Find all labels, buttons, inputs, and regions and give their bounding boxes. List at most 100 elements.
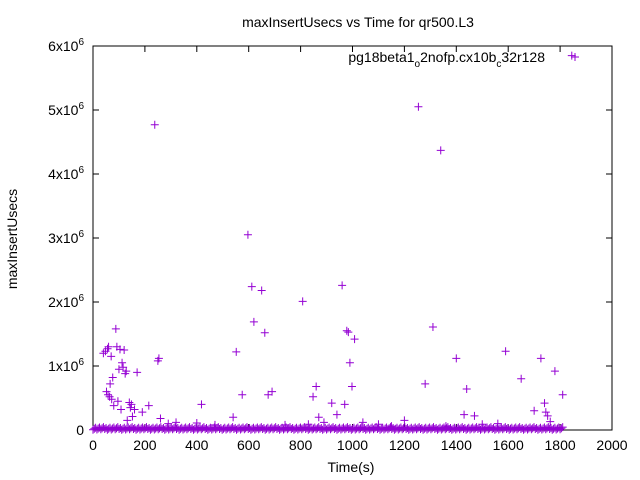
x-axis-ticks: 0 200 400 600 800 1000 1200 1400 1600 1800 2000: [89, 46, 628, 453]
data-point: [558, 390, 567, 399]
y-tick-label: 4x106: [48, 165, 84, 182]
data-point: [436, 146, 445, 155]
data-point: [338, 281, 347, 290]
data-point: [154, 354, 163, 363]
data-point: [144, 401, 153, 410]
data-point: [517, 374, 526, 383]
y-tick-label: 0: [76, 422, 84, 438]
legend: pg18beta1o2nofp.cx10bc32r128: [348, 49, 579, 70]
y-axis-ticks: 0 1x106 2x106 3x106 4x106 5x106 6x106: [48, 37, 612, 438]
legend-marker: [571, 53, 579, 61]
data-point: [130, 405, 139, 414]
data-point: [298, 297, 307, 306]
y-tick-label: 3x106: [48, 229, 84, 246]
data-point: [107, 395, 116, 404]
y-tick-label: 6x106: [48, 37, 84, 54]
data-point: [247, 282, 256, 291]
data-point: [109, 401, 118, 410]
x-tick-label: 600: [237, 437, 261, 453]
data-point: [229, 413, 238, 422]
data-point: [264, 390, 273, 399]
data-point: [536, 354, 545, 363]
data-point: [192, 418, 201, 427]
data-point: [108, 373, 117, 382]
y-axis-label: maxInsertUsecs: [4, 189, 20, 289]
x-tick-label: 800: [289, 437, 313, 453]
data-point: [501, 347, 510, 356]
data-point: [115, 345, 124, 354]
legend-label: pg18beta1o2nofp.cx10bc32r128: [348, 49, 545, 70]
x-tick-label: 200: [133, 437, 157, 453]
data-point: [249, 317, 258, 326]
data-point: [540, 399, 549, 408]
data-point: [400, 416, 409, 425]
chart-title: maxInsertUsecs vs Time for qr500.L3: [242, 14, 474, 30]
data-point: [99, 349, 108, 358]
data-point: [314, 413, 323, 422]
x-tick-label: 1800: [545, 437, 576, 453]
data-point: [102, 387, 111, 396]
data-point: [123, 416, 132, 425]
baseline-band: [93, 427, 563, 430]
x-axis-label: Time(s): [328, 459, 375, 475]
data-point: [312, 382, 321, 391]
data-point: [452, 354, 461, 363]
data-point: [125, 398, 134, 407]
data-point: [414, 102, 423, 111]
data-point: [106, 379, 115, 388]
data-point: [232, 347, 241, 356]
data-point: [340, 400, 349, 409]
data-point: [126, 403, 135, 412]
data-point: [120, 346, 129, 354]
data-point: [111, 324, 120, 333]
x-tick-label: 1400: [441, 437, 472, 453]
x-tick-label: 2000: [596, 437, 627, 453]
y-tick-label: 2x106: [48, 293, 84, 310]
x-tick-label: 400: [185, 437, 209, 453]
data-point: [530, 406, 539, 415]
data-point: [332, 410, 341, 419]
x-tick-label: 1000: [337, 437, 368, 453]
data-point: [344, 328, 353, 337]
data-point: [104, 390, 113, 399]
plot-frame: [92, 45, 613, 431]
data-point: [260, 328, 269, 337]
data-point: [268, 387, 277, 396]
data-point: [113, 397, 122, 406]
data-point: [462, 385, 471, 394]
y-tick-label: 5x106: [48, 101, 84, 118]
data-point: [543, 411, 552, 420]
x-tick-label: 1600: [493, 437, 524, 453]
data-point: [114, 365, 123, 374]
data-point: [122, 367, 131, 376]
data-point: [550, 367, 559, 376]
x-tick-label: 0: [89, 437, 97, 453]
data-point: [327, 399, 336, 408]
data-point: [350, 335, 359, 344]
data-point: [342, 326, 351, 335]
data-point: [421, 379, 430, 388]
data-point: [127, 400, 136, 409]
data-point: [128, 412, 137, 421]
data-point: [150, 120, 159, 129]
data-point: [257, 286, 266, 295]
data-point: [243, 230, 252, 239]
data-points: [89, 51, 576, 434]
data-point: [117, 405, 126, 414]
y-tick-label: 1x106: [48, 357, 84, 374]
data-point: [104, 342, 113, 351]
data-point: [567, 51, 576, 60]
data-point: [345, 358, 354, 367]
data-point: [107, 352, 116, 361]
data-point: [309, 392, 318, 401]
data-point: [470, 411, 479, 420]
data-point: [103, 344, 112, 353]
data-point: [460, 410, 469, 419]
data-point: [138, 408, 147, 417]
data-point: [118, 358, 127, 367]
x-tick-label: 1200: [389, 437, 420, 453]
data-point: [347, 382, 356, 391]
data-point: [156, 414, 165, 423]
data-point: [197, 400, 206, 409]
